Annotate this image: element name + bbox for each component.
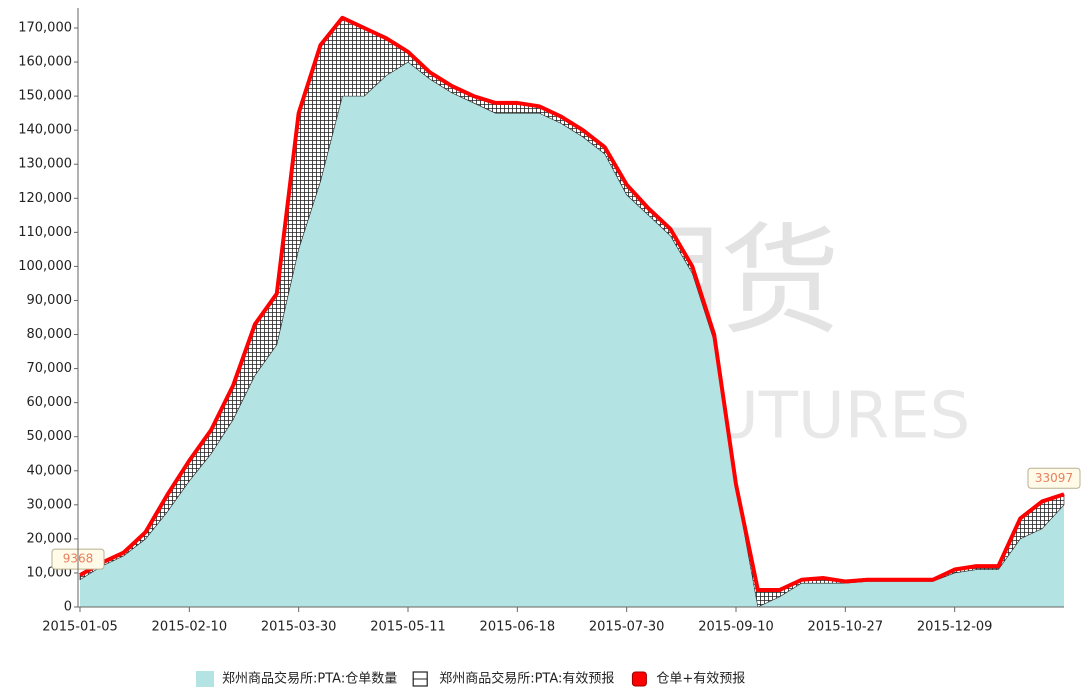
- area: [80, 62, 1064, 607]
- legend-label: 郑州商品交易所:PTA:仓单数量: [222, 671, 397, 687]
- y-tick-label: 170,000: [18, 21, 72, 36]
- x-tick-label: 2015-03-30: [261, 620, 337, 635]
- y-tick-label: 150,000: [18, 89, 72, 104]
- y-tick-label: 140,000: [18, 123, 72, 138]
- y-tick-label: 50,000: [27, 429, 73, 444]
- data-label-box: [1027, 467, 1081, 489]
- y-tick-label: 70,000: [27, 361, 73, 376]
- y-tick-label: 130,000: [18, 157, 72, 172]
- legend-item: 郑州商品交易所:PTA:有效预报: [412, 671, 614, 687]
- line: [79, 15, 1065, 592]
- y-tick-label: 110,000: [18, 225, 72, 240]
- x-tick-label: 2015-02-10: [152, 620, 228, 635]
- legend-label: 郑州商品交易所:PTA:有效预报: [439, 671, 614, 687]
- data-label: 33097: [1027, 467, 1081, 489]
- legend-label: 仓单+有效预报: [656, 672, 745, 687]
- y-tick-label: 20,000: [27, 531, 73, 546]
- x-tick-label: 2015-06-18: [480, 620, 556, 635]
- y-tick-label: 80,000: [27, 327, 73, 342]
- x-tick-label: 2015-07-30: [589, 620, 665, 635]
- y-tick-label: 0: [64, 600, 72, 615]
- y-tick-label: 100,000: [18, 259, 72, 274]
- y-tick-label: 90,000: [27, 293, 73, 308]
- legend-swatch: [631, 671, 647, 687]
- y-tick-label: 120,000: [18, 191, 72, 206]
- legend-swatch: [196, 671, 214, 687]
- x-tick-label: 2015-05-11: [370, 620, 446, 635]
- y-tick-label: 30,000: [27, 497, 73, 512]
- y-tick-label: 40,000: [27, 463, 73, 478]
- x-tick-label: 2015-12-09: [917, 620, 993, 635]
- data-label-text: 33097: [1035, 471, 1073, 485]
- legend-item: 仓单+有效预报: [631, 671, 745, 687]
- x-tick-label: 2015-09-10: [698, 620, 774, 635]
- x-tick-label: 2015-10-27: [808, 620, 884, 635]
- x-tick-label: 2015-01-05: [42, 620, 118, 635]
- y-tick-label: 160,000: [18, 55, 72, 70]
- legend-item: 郑州商品交易所:PTA:仓单数量: [196, 671, 397, 687]
- y-tick-label: 60,000: [27, 395, 73, 410]
